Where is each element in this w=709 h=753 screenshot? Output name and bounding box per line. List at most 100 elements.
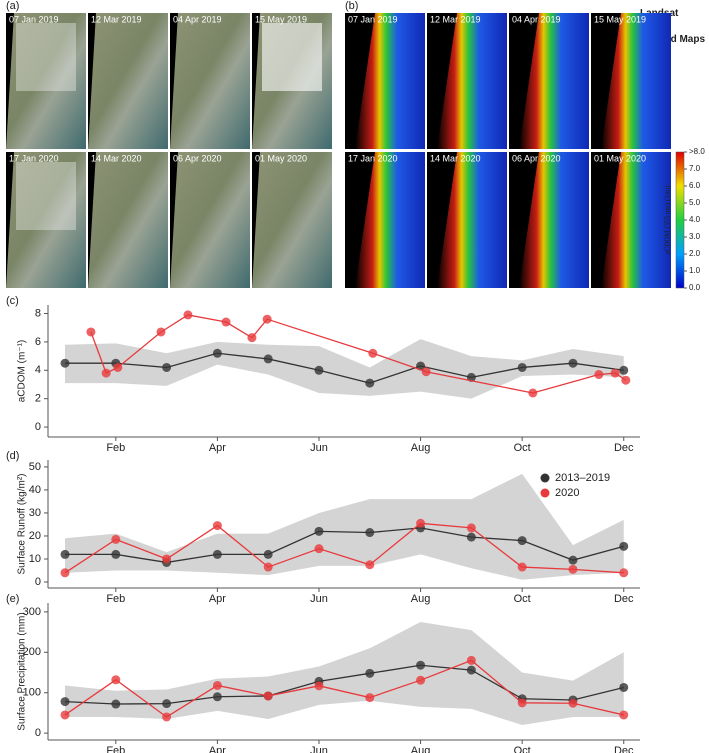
image-date: 14 Mar 2020	[430, 153, 481, 163]
cdom-water	[437, 13, 507, 149]
data-point	[619, 710, 629, 720]
x-tick-label: Jun	[310, 593, 328, 605]
x-tick-label: Aug	[411, 593, 431, 605]
image-date: 12 Mar 2019	[430, 14, 481, 24]
x-tick-label: Oct	[514, 745, 531, 753]
data-point	[60, 549, 70, 559]
data-point	[111, 675, 121, 685]
x-tick-label: Dec	[614, 593, 634, 605]
panel-label: (b)	[345, 0, 358, 12]
data-point	[517, 698, 527, 708]
data-point	[111, 549, 121, 559]
satellite-scene	[170, 152, 250, 288]
data-point	[263, 549, 273, 559]
data-point	[568, 698, 578, 708]
y-tick-label: 20	[29, 530, 41, 542]
data-point	[162, 362, 172, 372]
image-date: 14 Mar 2020	[91, 153, 142, 163]
colorbar	[675, 151, 685, 289]
colorbar-tick-label: 3.0	[689, 232, 701, 241]
data-point	[568, 564, 578, 574]
data-point	[183, 310, 193, 320]
data-point	[466, 665, 476, 675]
data-point	[619, 568, 629, 578]
y-tick-label: 8	[35, 307, 41, 319]
colorbar-tick-label: 5.0	[689, 198, 701, 207]
data-point	[111, 534, 121, 544]
data-point	[113, 362, 123, 372]
data-point	[162, 712, 172, 722]
y-tick-label: 10	[29, 553, 41, 565]
data-point	[60, 358, 70, 368]
data-point	[619, 682, 629, 692]
data-point	[101, 368, 111, 378]
data-point	[365, 560, 375, 570]
x-tick-label: Oct	[514, 593, 531, 605]
colorbar-tick-label: 2.0	[689, 249, 701, 258]
data-point	[517, 562, 527, 572]
data-point	[416, 660, 426, 670]
image-date: 06 Apr 2020	[512, 153, 561, 163]
series-line	[65, 527, 624, 564]
image-date: 04 Apr 2019	[173, 14, 222, 24]
data-point	[162, 554, 172, 564]
legend-marker	[540, 488, 550, 498]
data-point	[60, 710, 70, 720]
data-point	[212, 692, 222, 702]
y-tick-label: 0	[35, 421, 41, 433]
data-point	[619, 541, 629, 551]
y-axis-label: aCDOM (m⁻¹)	[17, 340, 28, 403]
data-point	[111, 699, 121, 709]
data-point	[365, 528, 375, 538]
x-tick-label: Dec	[614, 442, 634, 454]
cdom-water	[437, 152, 507, 288]
data-point	[568, 555, 578, 565]
data-point	[212, 680, 222, 690]
cdom-water	[601, 13, 671, 149]
colorbar-tick-label: 6.0	[689, 181, 701, 190]
colorbar-tick-label: 1.0	[689, 266, 701, 275]
data-point	[263, 562, 273, 572]
image-date: 01 May 2020	[255, 153, 307, 163]
y-axis-label: Surface Precipitation (mm)	[17, 612, 28, 730]
data-point	[416, 675, 426, 685]
data-point	[221, 317, 231, 327]
data-point	[416, 361, 426, 371]
cdom-water	[519, 13, 589, 149]
data-point	[421, 367, 431, 377]
y-tick-label: 40	[29, 484, 41, 496]
image-date: 15 May 2019	[255, 14, 307, 24]
data-point	[162, 699, 172, 709]
satellite-scene	[170, 13, 250, 149]
series-line	[64, 659, 624, 718]
data-point	[466, 655, 476, 665]
y-tick-label: 2	[35, 393, 41, 405]
image-date: 01 May 2020	[594, 153, 646, 163]
panel-label: (c)	[6, 295, 19, 307]
data-point	[365, 668, 375, 678]
image-date: 04 Apr 2019	[512, 14, 561, 24]
range-band	[65, 339, 624, 399]
satellite-scene	[6, 152, 86, 288]
data-point	[528, 388, 538, 398]
y-tick-label: 50	[29, 461, 41, 473]
satellite-scene	[88, 13, 168, 149]
data-point	[212, 348, 222, 358]
colorbar-tick-label: >8.0	[689, 147, 705, 156]
panel-label: (a)	[6, 0, 19, 12]
data-point	[262, 314, 272, 324]
panel-label: (d)	[6, 450, 19, 462]
data-point	[568, 358, 578, 368]
satellite-scene	[252, 152, 332, 288]
data-point	[314, 526, 324, 536]
data-point	[60, 568, 70, 578]
x-tick-label: Aug	[411, 442, 431, 454]
data-point	[365, 693, 375, 703]
y-tick-label: 4	[35, 364, 41, 376]
colorbar-tick-label: 4.0	[689, 215, 701, 224]
colorbar-tick-label: 7.0	[689, 164, 701, 173]
x-tick-label: Feb	[106, 745, 125, 753]
image-date: 07 Jan 2019	[9, 14, 59, 24]
data-point	[619, 365, 629, 375]
series-line	[64, 522, 624, 574]
